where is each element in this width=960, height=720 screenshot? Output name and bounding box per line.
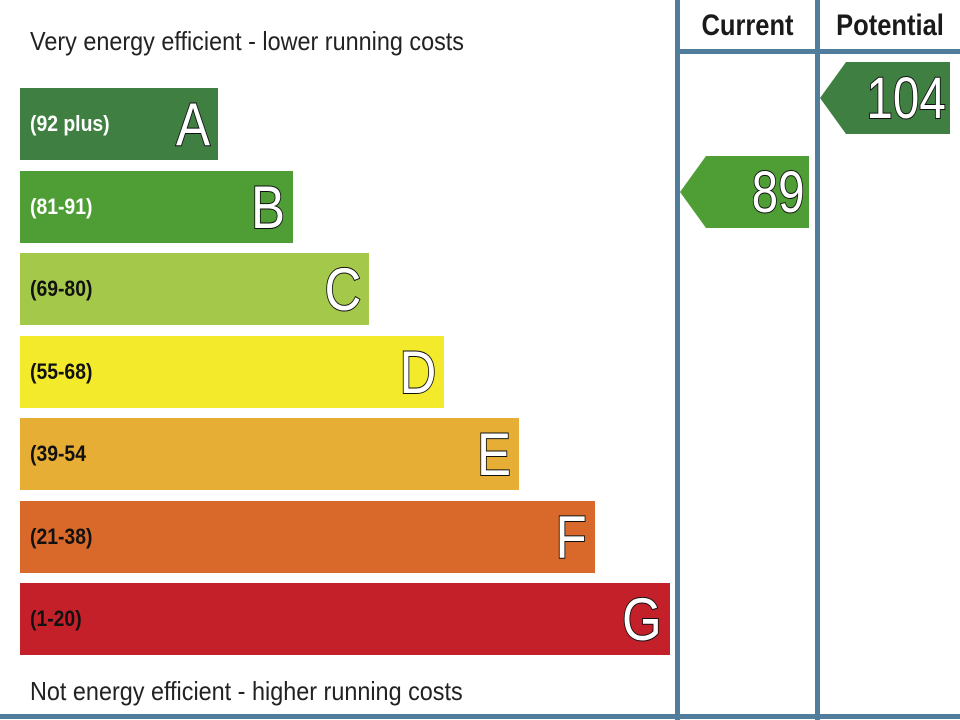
band-c: (69-80) C bbox=[20, 253, 369, 325]
band-a: (92 plus) A bbox=[20, 88, 218, 160]
band-letter: D bbox=[398, 338, 437, 407]
arrow-shape bbox=[680, 156, 809, 228]
arrow-polygon bbox=[820, 62, 950, 134]
band-letter: A bbox=[175, 90, 211, 159]
bottom-border bbox=[0, 714, 960, 719]
band-letter: E bbox=[476, 420, 512, 489]
band-range-label: (81-91) bbox=[30, 194, 93, 219]
band-letter: C bbox=[323, 255, 362, 324]
band-d: (55-68) D bbox=[20, 336, 444, 408]
top-label: Very energy efficient - lower running co… bbox=[30, 26, 464, 56]
band-letter: B bbox=[250, 173, 286, 242]
band-range-label: (92 plus) bbox=[30, 111, 110, 136]
band-letter: G bbox=[621, 585, 662, 654]
band-e: (39-54 E bbox=[20, 418, 519, 490]
band-range-label: (21-38) bbox=[30, 524, 93, 549]
band-letter: F bbox=[555, 503, 588, 572]
band-range-label: (1-20) bbox=[30, 606, 82, 631]
band-g: (1-20) G bbox=[20, 583, 670, 655]
column-divider-left bbox=[675, 0, 680, 720]
band-range-label: (55-68) bbox=[30, 359, 93, 384]
potential-rating-arrow: 104 bbox=[820, 62, 950, 134]
band-range-label: (39-54 bbox=[30, 441, 86, 466]
header-divider bbox=[675, 49, 960, 54]
current-rating-value: 89 bbox=[751, 159, 806, 226]
column-divider-middle bbox=[815, 0, 820, 720]
band-b: (81-91) B bbox=[20, 171, 293, 243]
arrow-shape bbox=[820, 62, 950, 134]
potential-rating-value: 104 bbox=[866, 65, 947, 132]
current-rating-arrow: 89 bbox=[680, 156, 809, 228]
band-f: (21-38) F bbox=[20, 501, 595, 573]
band-range-label: (69-80) bbox=[30, 276, 93, 301]
current-column-header: Current bbox=[701, 9, 794, 42]
arrow-polygon bbox=[680, 156, 809, 228]
potential-column-header: Potential bbox=[836, 9, 944, 42]
bottom-label: Not energy efficient - higher running co… bbox=[30, 676, 463, 706]
